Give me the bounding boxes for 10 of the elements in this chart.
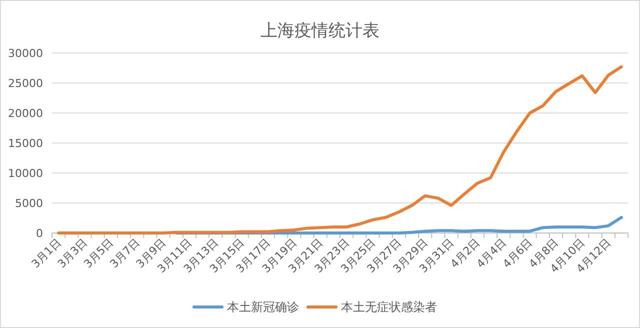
legend-label: 本土新冠确诊 <box>227 300 299 314</box>
y-tick-label: 15000 <box>8 137 43 150</box>
y-tick-label: 20000 <box>8 107 43 120</box>
y-tick-label: 30000 <box>8 47 43 60</box>
y-tick-label: 0 <box>36 227 43 240</box>
y-tick-label: 10000 <box>8 167 43 180</box>
y-tick-label: 5000 <box>15 197 43 210</box>
title: 上海疫情统计表 <box>260 21 380 41</box>
y-tick-label: 25000 <box>8 77 43 90</box>
legend-label: 本土无症状感染者 <box>341 300 437 314</box>
